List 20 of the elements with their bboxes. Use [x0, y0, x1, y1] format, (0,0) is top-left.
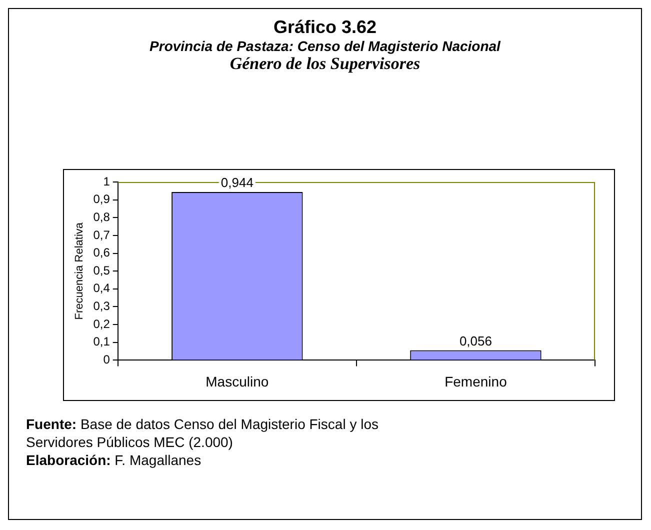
- y-tick-label: 0,4: [93, 281, 110, 296]
- data-label: 0,056: [459, 333, 492, 348]
- x-tick-label: Masculino: [206, 373, 269, 390]
- y-tick-label: 0,5: [93, 263, 110, 278]
- y-tick-label: 0,8: [93, 210, 110, 224]
- y-tick-label: 1: [103, 174, 110, 188]
- y-tick-label: 0,6: [93, 246, 110, 260]
- chart-subtitle: Provincia de Pastaza: Censo del Magisterio Nacional Género de los Supervisores: [148, 38, 502, 74]
- y-axis-title: Frecuencia Relativa: [74, 222, 86, 320]
- data-label: 0,944: [220, 175, 254, 190]
- y-tick-label: 0,3: [93, 299, 110, 314]
- text: Elaboración: F. Magallanes: [26, 452, 202, 468]
- y-tick-label: 0,2: [93, 316, 110, 331]
- y-tick-label: 0,9: [93, 192, 110, 206]
- chart-title: Gráfico 3.62: [272, 17, 378, 38]
- y-tick-label: 0: [103, 352, 110, 367]
- source-note: Fuente: Base de datos Censo del Magisterio Fiscal y los Servidores Públicos MEC (2.000): [26, 416, 378, 450]
- x-tick-label: Femenino: [444, 373, 508, 390]
- y-tick-label: 0,1: [93, 334, 110, 349]
- y-tick-label: 0,7: [93, 228, 110, 242]
